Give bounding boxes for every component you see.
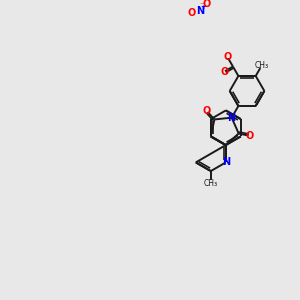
Text: O: O (202, 0, 211, 9)
Text: ⁻: ⁻ (200, 2, 204, 11)
Text: N: N (228, 113, 236, 123)
Text: O: O (246, 131, 254, 141)
Text: CH₃: CH₃ (204, 179, 218, 188)
Text: O: O (203, 106, 211, 116)
Text: O: O (188, 8, 196, 18)
Text: O: O (224, 52, 232, 62)
Text: +: + (201, 4, 207, 10)
Text: N: N (222, 158, 230, 167)
Text: O: O (220, 67, 228, 76)
Text: CH₃: CH₃ (255, 61, 269, 70)
Text: N: N (196, 5, 205, 16)
